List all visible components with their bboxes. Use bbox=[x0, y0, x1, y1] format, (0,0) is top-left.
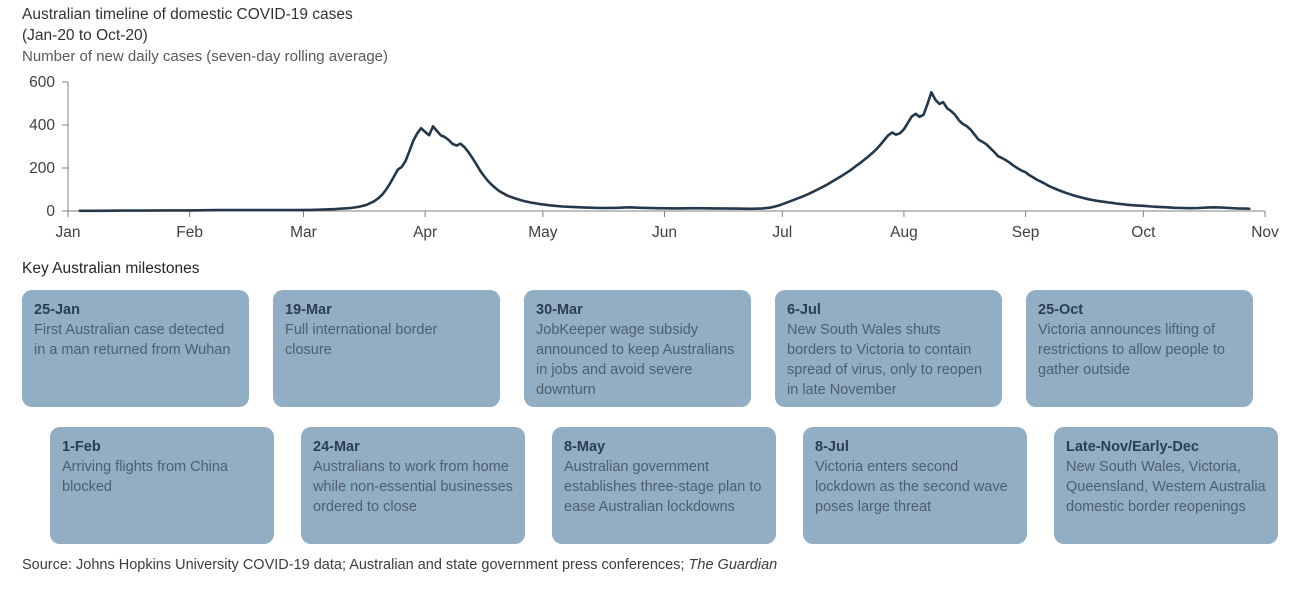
milestone-text: Full international border closure bbox=[285, 322, 438, 358]
milestone-card: Late-Nov/Early-Dec New South Wales, Victo… bbox=[1054, 427, 1278, 544]
milestone-date: Late-Nov/Early-Dec bbox=[1066, 439, 1199, 455]
y-tick-label: 600 bbox=[29, 74, 55, 91]
source-note: Source: Johns Hopkins University COVID-1… bbox=[22, 557, 777, 573]
milestone-text: First Australian case detected in a man … bbox=[34, 322, 231, 358]
y-tick-label: 200 bbox=[29, 160, 55, 177]
milestone-date: 8-Jul bbox=[815, 439, 849, 455]
x-tick-label: Apr bbox=[413, 224, 437, 241]
milestones-heading: Key Australian milestones bbox=[22, 260, 200, 277]
milestone-date: 8-May bbox=[564, 439, 606, 455]
page-subtitle: Number of new daily cases (seven-day rol… bbox=[22, 48, 389, 65]
chart-area: 0 200 400 600 Jan Feb Mar Apr May Jun Jul Aug Sep Oct… bbox=[0, 60, 1300, 255]
milestone-card: 25-Jan First Australian case detected in … bbox=[22, 290, 249, 407]
y-tick-label: 0 bbox=[46, 203, 55, 220]
x-tick-label: Oct bbox=[1131, 224, 1156, 241]
source-text: Source: Johns Hopkins University COVID-1… bbox=[22, 557, 689, 573]
page-title-line2: (Jan-20 to Oct-20) bbox=[22, 27, 148, 44]
x-tick-label: Jan bbox=[56, 224, 81, 241]
milestone-text: Victoria announces lifting of restrictio… bbox=[1038, 322, 1225, 378]
milestone-text: JobKeeper wage subsidy announced to keep… bbox=[536, 322, 735, 398]
chart-line bbox=[78, 91, 1251, 213]
x-tick-label: Feb bbox=[176, 224, 203, 241]
milestone-card: 8-May Australian government establishes t… bbox=[552, 427, 776, 544]
x-tick-label: Mar bbox=[290, 224, 317, 241]
milestone-card: 30-Mar JobKeeper wage subsidy announced t… bbox=[524, 290, 751, 407]
milestone-date: 6-Jul bbox=[787, 302, 821, 318]
x-tick-label: Jul bbox=[772, 224, 792, 241]
milestone-card: 1-Feb Arriving flights from China blocked bbox=[50, 427, 274, 544]
x-tick-label: Aug bbox=[890, 224, 918, 241]
milestone-card: 25-Oct Victoria announces lifting of rest… bbox=[1026, 290, 1253, 407]
milestone-text: New South Wales shuts borders to Victori… bbox=[787, 322, 983, 398]
page-title-line1: Australian timeline of domestic COVID-19… bbox=[22, 6, 353, 23]
milestone-date: 1-Feb bbox=[62, 439, 101, 455]
milestones-row-1: 25-Jan First Australian case detected in … bbox=[22, 290, 1253, 407]
milestone-text: New South Wales, Victoria, Queensland, W… bbox=[1066, 459, 1266, 515]
chart-header: Australian timeline of domestic COVID-19… bbox=[22, 4, 388, 67]
milestone-text: Australian government establishes three-… bbox=[564, 459, 762, 515]
milestones-row-2: 1-Feb Arriving flights from China blocked… bbox=[50, 427, 1278, 544]
milestone-text: Victoria enters second lockdown as the s… bbox=[815, 459, 1008, 515]
x-tick-label: Nov bbox=[1251, 224, 1279, 241]
x-tick-label: May bbox=[528, 224, 558, 241]
milestone-card: 24-Mar Australians to work from home whil… bbox=[301, 427, 525, 544]
milestone-card: 19-Mar Full international border closure bbox=[273, 290, 500, 407]
milestone-date: 25-Jan bbox=[34, 302, 80, 318]
milestone-date: 30-Mar bbox=[536, 302, 583, 318]
milestone-card: 6-Jul New South Wales shuts borders to Vi… bbox=[775, 290, 1002, 407]
y-tick-label: 400 bbox=[29, 117, 55, 134]
source-publication: The Guardian bbox=[688, 557, 778, 573]
milestone-date: 25-Oct bbox=[1038, 302, 1084, 318]
x-tick-label: Jun bbox=[652, 224, 677, 241]
milestone-text: Arriving flights from China blocked bbox=[62, 459, 228, 495]
milestone-date: 24-Mar bbox=[313, 439, 360, 455]
cases-line-chart: 0 200 400 600 Jan Feb Mar Apr May Jun Jul Aug Sep Oct… bbox=[29, 74, 1279, 241]
milestone-text: Australians to work from home while non-… bbox=[313, 459, 513, 515]
milestone-card: 8-Jul Victoria enters second lockdown as … bbox=[803, 427, 1027, 544]
milestone-date: 19-Mar bbox=[285, 302, 332, 318]
x-tick-label: Sep bbox=[1012, 224, 1040, 241]
